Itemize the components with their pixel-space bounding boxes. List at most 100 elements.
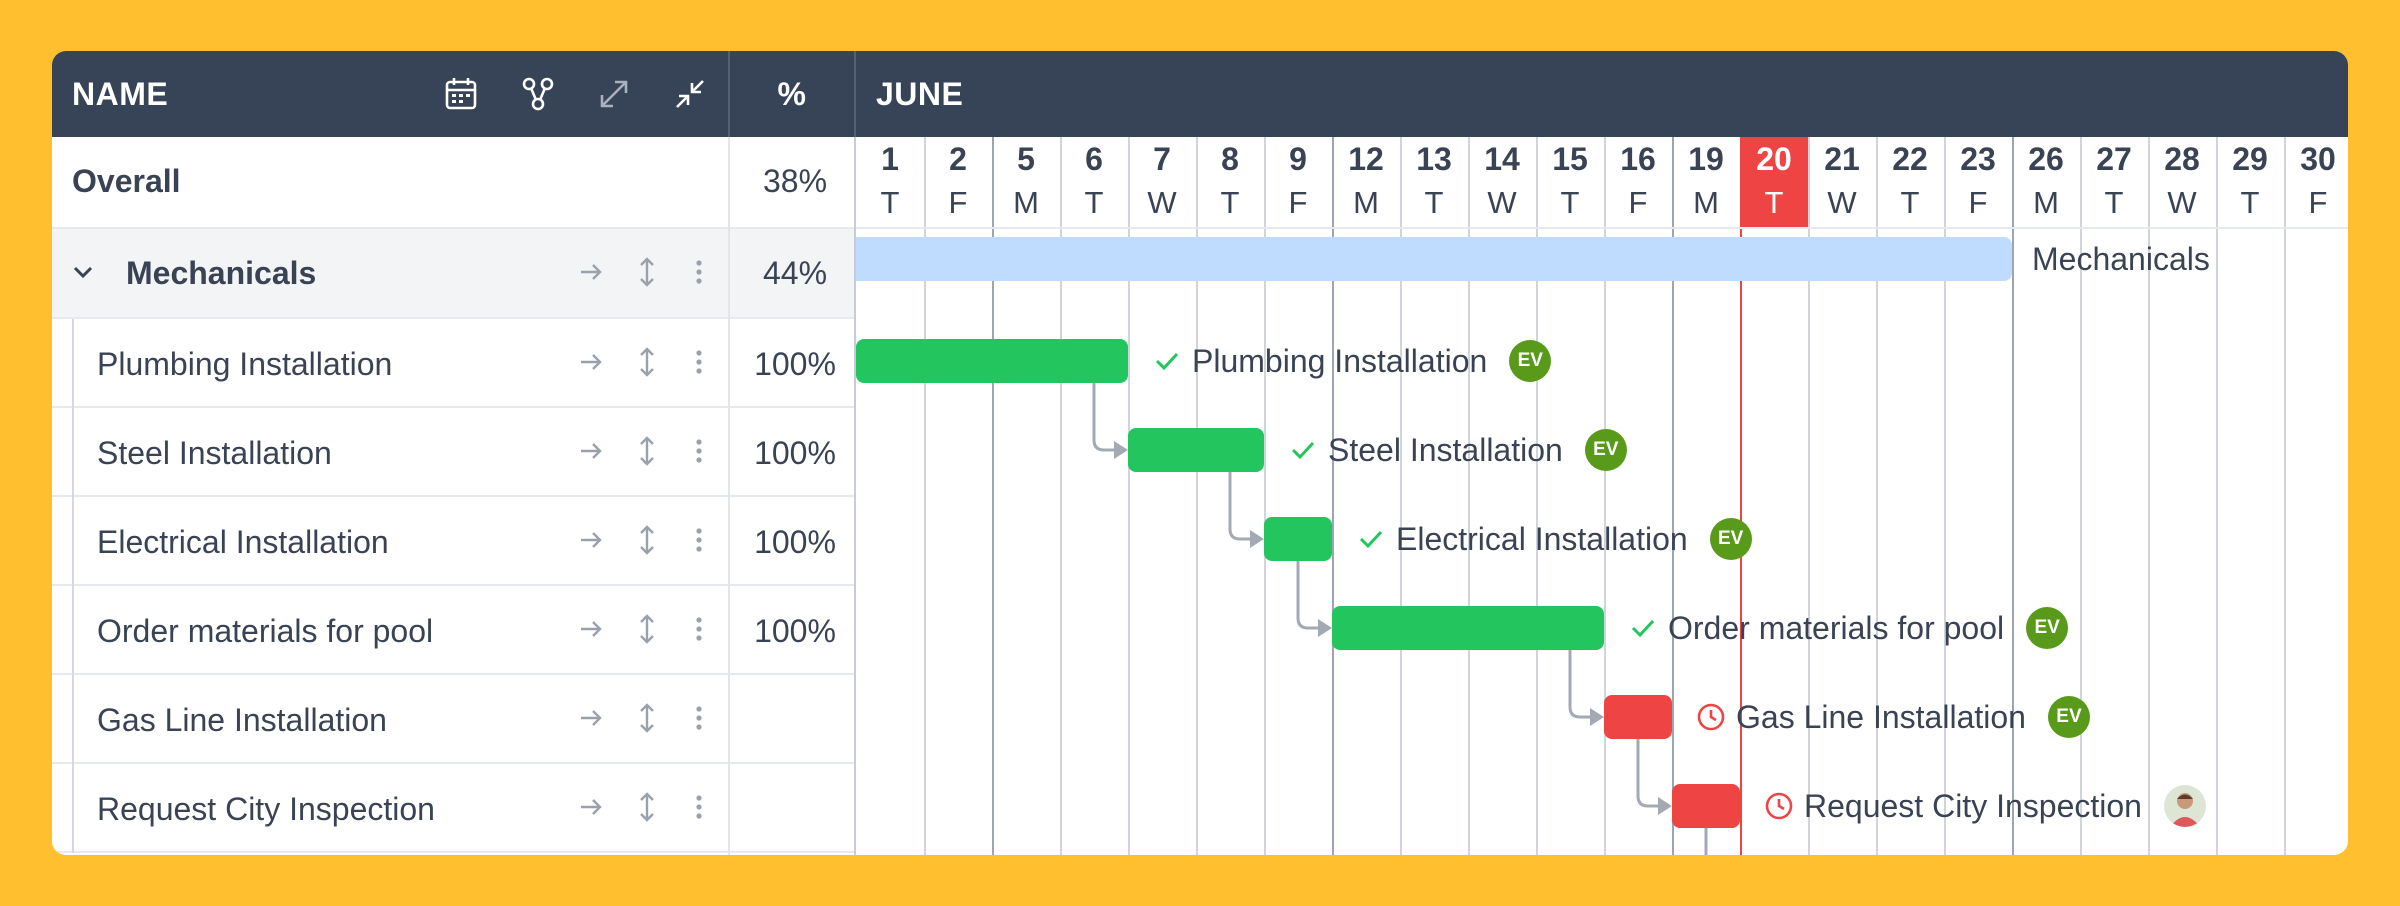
week-gridline xyxy=(992,137,994,855)
arrow-right-icon[interactable] xyxy=(574,434,608,468)
reorder-icon[interactable] xyxy=(630,255,664,289)
task-bar-label: Gas Line Installation xyxy=(1736,699,2026,735)
day-number: 26 xyxy=(2028,141,2064,177)
task-percent: 100% xyxy=(754,613,836,649)
check-icon xyxy=(1286,433,1320,467)
day-gridline xyxy=(1944,137,1946,855)
indent-guide xyxy=(72,586,74,675)
calendar-icon[interactable] xyxy=(440,73,482,115)
day-weekday: T xyxy=(1424,185,1444,220)
day-gridline xyxy=(1808,137,1810,855)
day-number: 9 xyxy=(1289,141,1307,177)
indent-guide xyxy=(72,497,74,586)
reorder-icon[interactable] xyxy=(630,612,664,646)
day-weekday: T xyxy=(1764,185,1784,220)
more-vertical-icon[interactable] xyxy=(682,345,716,379)
day-gridline xyxy=(2080,137,2082,855)
dependency-connector xyxy=(1092,383,1118,452)
day-gridline xyxy=(1128,137,1130,855)
day-number: 28 xyxy=(2164,141,2200,177)
overall-label: Overall xyxy=(72,163,181,199)
day-gridline xyxy=(1468,137,1470,855)
day-number: 23 xyxy=(1960,141,1996,177)
reorder-icon[interactable] xyxy=(630,434,664,468)
more-vertical-icon[interactable] xyxy=(682,434,716,468)
assignee-badge[interactable]: EV xyxy=(1584,429,1627,471)
indent-guide xyxy=(72,319,74,408)
week-gridline xyxy=(1672,137,1674,855)
task-bar-label: Plumbing Installation xyxy=(1192,343,1488,379)
column-divider xyxy=(728,137,730,855)
task-bar[interactable] xyxy=(1672,784,1740,828)
task-bar[interactable] xyxy=(1128,428,1264,472)
day-number: 13 xyxy=(1416,141,1452,177)
day-number: 29 xyxy=(2232,141,2268,177)
day-weekday: M xyxy=(1353,185,1379,220)
day-number: 19 xyxy=(1688,141,1724,177)
reorder-icon[interactable] xyxy=(630,790,664,824)
day-weekday: T xyxy=(2240,185,2260,220)
clock-icon xyxy=(1694,700,1728,734)
summary-bar-mechanicals[interactable] xyxy=(856,237,2012,281)
more-vertical-icon[interactable] xyxy=(682,612,716,646)
connector-arrowhead xyxy=(1114,441,1128,459)
arrow-right-icon[interactable] xyxy=(574,345,608,379)
task-name: Steel Installation xyxy=(97,435,332,471)
task-row[interactable]: Plumbing Installation 100% xyxy=(52,319,854,408)
assignee-badge[interactable]: EV xyxy=(1509,340,1552,382)
more-vertical-icon[interactable] xyxy=(682,523,716,557)
dependency-connector xyxy=(1228,472,1254,541)
assignee-badge[interactable]: EV xyxy=(2047,696,2090,738)
chevron-down-icon[interactable] xyxy=(66,255,100,289)
day-number: 22 xyxy=(1892,141,1928,177)
task-bar[interactable] xyxy=(1332,606,1604,650)
task-row[interactable]: Electrical Installation 100% xyxy=(52,497,854,586)
task-bar[interactable] xyxy=(1604,695,1672,739)
header-divider xyxy=(854,51,856,137)
day-number: 30 xyxy=(2300,141,2336,177)
overall-percent: 38% xyxy=(762,163,828,199)
reorder-icon[interactable] xyxy=(630,701,664,735)
arrow-right-icon[interactable] xyxy=(574,790,608,824)
more-vertical-icon[interactable] xyxy=(682,790,716,824)
header-divider xyxy=(728,51,730,137)
week-gridline xyxy=(2012,137,2014,855)
task-row[interactable]: Order materials for pool 100% xyxy=(52,586,854,675)
group-percent: 44% xyxy=(762,255,828,291)
day-gridline xyxy=(1876,137,1878,855)
more-vertical-icon[interactable] xyxy=(682,255,716,289)
dependency-connector xyxy=(1636,739,1662,808)
task-percent: 100% xyxy=(754,435,836,471)
day-weekday: T xyxy=(1084,185,1104,220)
more-vertical-icon[interactable] xyxy=(682,701,716,735)
dependency-connector xyxy=(1296,561,1322,630)
assignee-badge[interactable]: EV xyxy=(2026,607,2069,649)
arrow-right-icon[interactable] xyxy=(574,612,608,646)
name-column-header[interactable]: NAME xyxy=(72,76,169,112)
collapse-icon[interactable] xyxy=(669,73,711,115)
expand-icon[interactable] xyxy=(593,73,635,115)
day-gridline xyxy=(1604,137,1606,855)
arrow-right-icon[interactable] xyxy=(574,701,608,735)
arrow-right-icon[interactable] xyxy=(574,255,608,289)
task-bar[interactable] xyxy=(1264,517,1332,561)
day-weekday: F xyxy=(1628,185,1648,220)
day-number: 20 xyxy=(1756,141,1792,177)
group-row-mechanicals[interactable]: Mechanicals 44% xyxy=(52,229,854,319)
day-gridline xyxy=(2216,137,2218,855)
arrow-right-icon[interactable] xyxy=(574,523,608,557)
avatar[interactable] xyxy=(2163,785,2206,827)
reorder-icon[interactable] xyxy=(630,523,664,557)
task-bar-label: Request City Inspection xyxy=(1804,788,2142,824)
task-bar[interactable] xyxy=(856,339,1128,383)
task-row[interactable]: Gas Line Installation xyxy=(52,675,854,764)
percent-column-header[interactable]: % xyxy=(777,76,807,112)
indent-guide xyxy=(72,675,74,764)
reorder-icon[interactable] xyxy=(630,345,664,379)
dependency-icon[interactable] xyxy=(517,73,559,115)
overall-row[interactable]: Overall 38% xyxy=(52,137,854,229)
assignee-badge[interactable]: EV xyxy=(1709,518,1752,560)
task-row[interactable]: Request City Inspection xyxy=(52,764,854,853)
task-row[interactable]: Steel Installation 100% xyxy=(52,408,854,497)
connector-arrowhead xyxy=(1590,708,1604,726)
